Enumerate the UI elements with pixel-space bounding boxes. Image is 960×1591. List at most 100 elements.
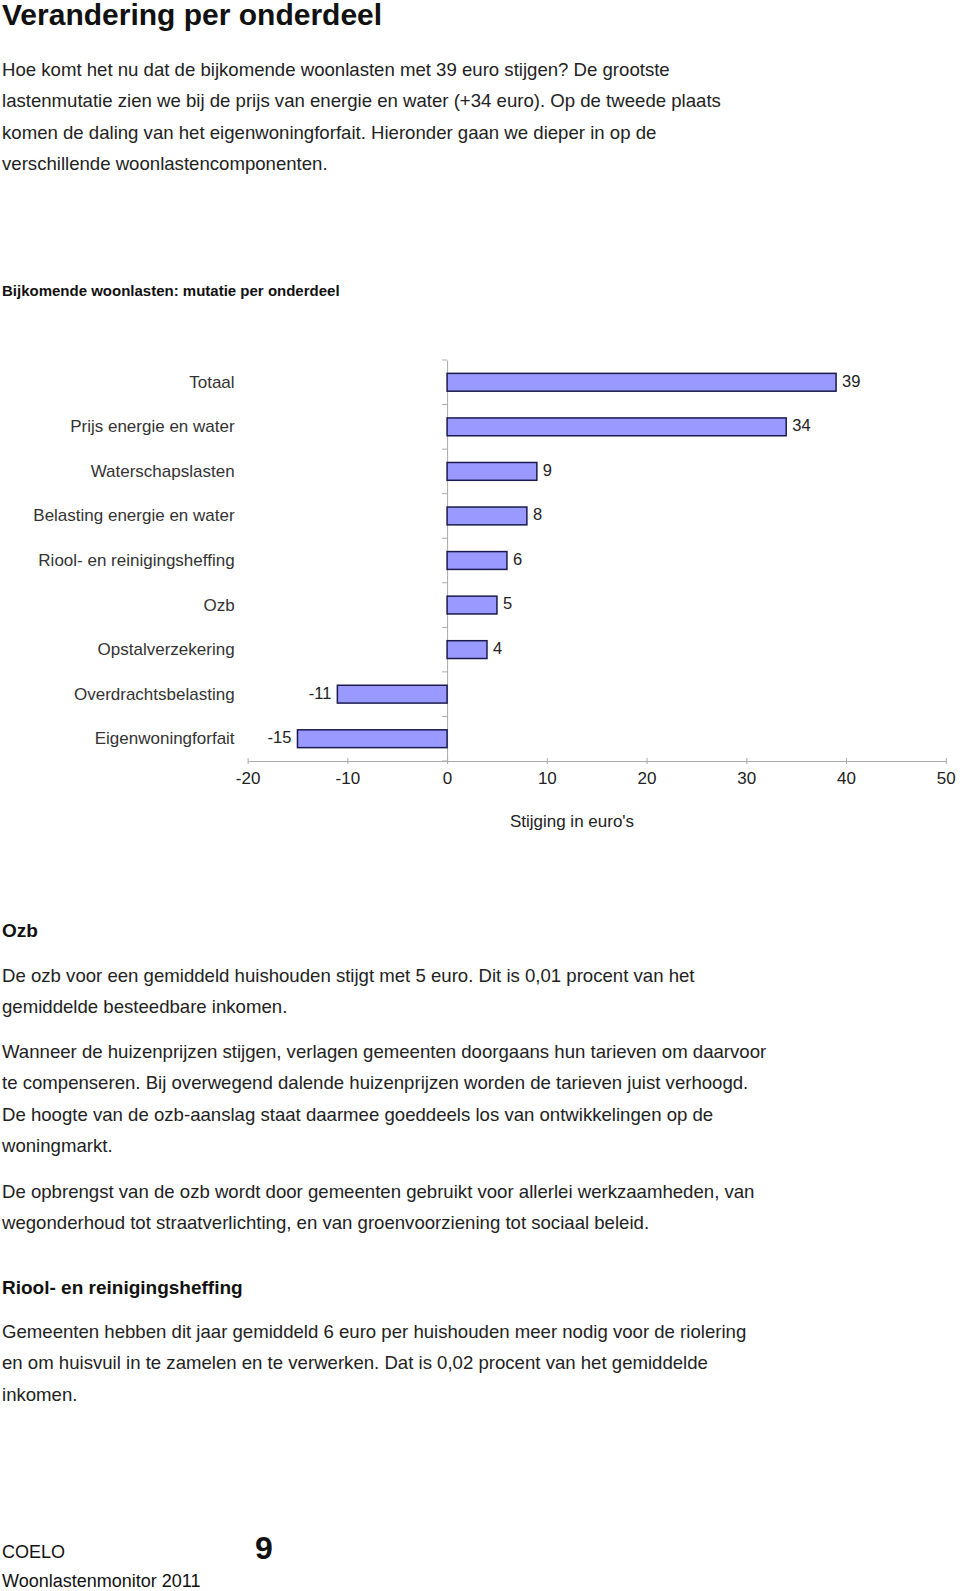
x-axis-line	[248, 761, 946, 762]
band-tick	[442, 761, 447, 762]
data-label: 34	[792, 416, 810, 434]
chart-title: Bijkomende woonlasten: mutatie per onder…	[2, 282, 340, 299]
band-tick	[442, 449, 447, 450]
data-label: 6	[513, 550, 522, 568]
bars	[297, 373, 836, 747]
y-tick: Riool- en reinigingsheffing	[38, 551, 447, 570]
paragraph-line: verschillende woonlastencomponenten.	[2, 153, 328, 174]
y-tick-label: Eigenwoningforfait	[95, 729, 235, 748]
x-tick-label: 30	[737, 769, 756, 788]
x-tick-label: 40	[837, 769, 856, 788]
paragraph-line: De ozb voor een gemiddeld huishouden sti…	[2, 965, 695, 986]
band-tick	[442, 582, 447, 583]
band-tick	[442, 627, 447, 628]
x-tick-label: 50	[937, 769, 956, 788]
y-tick-label: Opstalverzekering	[98, 640, 235, 659]
x-tick-mark	[347, 758, 348, 764]
band-tick	[442, 538, 447, 539]
data-labels: 393498654-11-15	[268, 372, 861, 746]
y-tick-label: Belasting energie en water	[33, 506, 235, 525]
bar	[447, 507, 527, 525]
x-tick-mark	[746, 758, 747, 764]
paragraph-line: De opbrengst van de ozb wordt door gemee…	[2, 1181, 754, 1202]
paragraph-line: Gemeenten hebben dit jaar gemiddeld 6 eu…	[2, 1321, 746, 1342]
data-label: 8	[533, 505, 542, 523]
y-tick-label: Waterschapslasten	[91, 462, 235, 481]
y-tick-label: Ozb	[203, 595, 234, 614]
band-tick	[442, 404, 447, 405]
bar	[447, 418, 786, 436]
x-tick-mark	[547, 758, 548, 764]
data-label: 39	[842, 372, 860, 390]
paragraph-line: lastenmutatie zien we bij de prijs van e…	[2, 90, 721, 111]
bar	[447, 462, 537, 480]
y-tick-label: Riool- en reinigingsheffing	[38, 551, 234, 570]
band-tick	[442, 716, 447, 717]
page-number: 9	[255, 1530, 273, 1566]
x-tick: 50	[937, 758, 956, 788]
band-tick	[442, 360, 447, 361]
x-tick: 0	[443, 758, 452, 788]
section: Riool- en reinigingsheffing Gemeenten heb…	[2, 1277, 746, 1405]
x-tick-label: -20	[236, 769, 261, 788]
footer-publisher: COELO	[2, 1542, 65, 1562]
x-tick: 20	[638, 758, 657, 788]
bar	[337, 685, 447, 703]
intro: Hoe komt het nu dat de bijkomende woonla…	[2, 59, 721, 174]
footer-publication: Woonlastenmonitor 2011	[2, 1571, 200, 1591]
y-tick: Opstalverzekering	[98, 640, 448, 659]
paragraph-line: komen de daling van het eigenwoningforfa…	[2, 122, 656, 143]
y-tick: Ozb	[203, 595, 447, 614]
page-heading: Verandering per onderdeel	[2, 0, 382, 31]
x-axis-title: Stijging in euro's	[510, 812, 634, 831]
footer: COELO 9 Woonlastenmonitor 2011	[2, 1530, 273, 1590]
paragraph-line: Hoe komt het nu dat de bijkomende woonla…	[2, 59, 670, 80]
x-tick-mark	[647, 758, 648, 764]
y-tick: Waterschapslasten	[91, 462, 447, 481]
x-tick-mark	[248, 758, 249, 764]
bar	[297, 730, 447, 748]
bar	[447, 373, 836, 391]
y-tick: Overdrachtsbelasting	[74, 685, 447, 704]
x-tick: -10	[336, 758, 361, 788]
paragraph-line: te compenseren. Bij overwegend dalende h…	[2, 1072, 748, 1093]
section-heading: Ozb	[2, 920, 38, 941]
x-tick-label: 20	[638, 769, 657, 788]
paragraph-line: wegonderhoud tot straatverlichting, en v…	[1, 1212, 649, 1233]
paragraph-line: Wanneer de huizenprijzen stijgen, verlag…	[2, 1041, 766, 1062]
x-tick-mark	[946, 758, 947, 764]
x-tick-mark	[846, 758, 847, 764]
x-tick-label: -10	[336, 769, 361, 788]
data-label: 5	[503, 594, 512, 612]
band-tick	[442, 493, 447, 494]
y-tick: Totaal	[189, 373, 447, 392]
y-axis: Totaal Prijs energie en water Waterschapsl…	[33, 361, 447, 762]
section-heading: Riool- en reinigingsheffing	[2, 1277, 243, 1298]
section: Ozb De ozb voor een gemiddeld huishouden …	[1, 920, 766, 1233]
x-tick: -20	[236, 758, 261, 788]
y-tick: Belasting energie en water	[33, 506, 447, 525]
data-label: -11	[309, 684, 332, 702]
y-tick-label: Totaal	[189, 373, 234, 392]
y-tick-label: Prijs energie en water	[70, 417, 235, 436]
x-tick-label: 10	[538, 769, 557, 788]
paragraph-line: woningmarkt.	[1, 1135, 113, 1156]
bar	[447, 641, 487, 659]
bar	[447, 596, 497, 614]
bar	[447, 552, 507, 570]
band-tick	[442, 671, 447, 672]
x-tick-label: 0	[443, 769, 452, 788]
chart: Bijkomende woonlasten: mutatie per onder…	[2, 282, 956, 832]
x-tick: 10	[538, 758, 557, 788]
data-label: -15	[268, 728, 292, 746]
x-tick: 30	[737, 758, 756, 788]
paragraph-line: gemiddelde besteedbare inkomen.	[2, 996, 287, 1017]
paragraph-line: De hoogte van de ozb-aanslag staat daarm…	[2, 1104, 713, 1125]
y-tick: Prijs energie en water	[70, 417, 447, 436]
data-label: 9	[543, 461, 552, 479]
page: Verandering per onderdeel Hoe komt het nu…	[0, 0, 960, 1591]
paragraph-line: en om huisvuil in te zamelen en te verwe…	[2, 1352, 708, 1373]
paragraph-line: inkomen.	[2, 1384, 77, 1405]
y-tick-label: Overdrachtsbelasting	[74, 685, 235, 704]
x-tick: 40	[837, 758, 856, 788]
